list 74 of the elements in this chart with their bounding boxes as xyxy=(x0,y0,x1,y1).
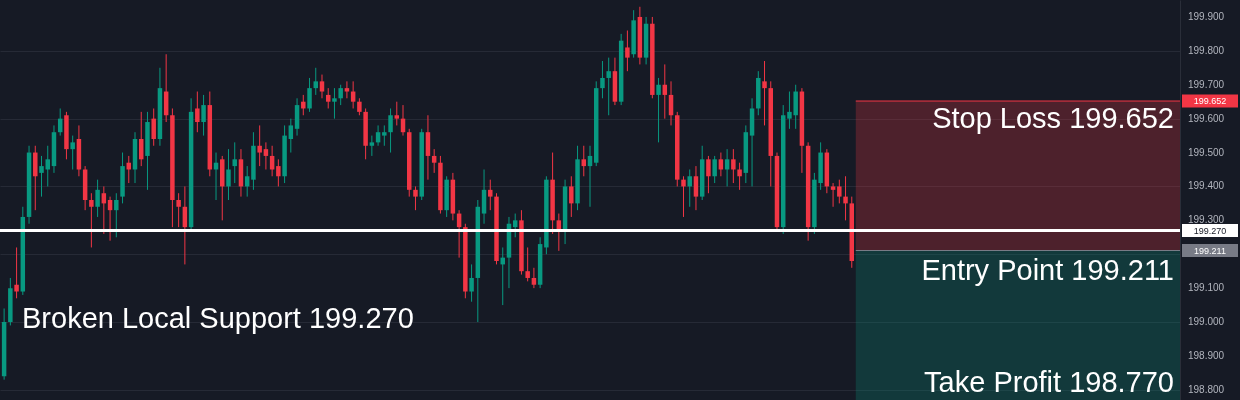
y-tick-label: 199.900 xyxy=(1188,10,1225,22)
candlestick xyxy=(731,148,736,184)
candlestick xyxy=(843,175,848,221)
candlestick xyxy=(762,60,767,126)
candlestick xyxy=(431,148,437,174)
candlestick xyxy=(413,185,418,211)
candlestick xyxy=(687,168,692,208)
candlestick xyxy=(201,94,206,137)
candlestick xyxy=(569,175,574,218)
candlestick xyxy=(382,124,387,147)
candlestick xyxy=(313,67,318,96)
candlestick xyxy=(232,141,237,184)
candlestick xyxy=(830,182,836,208)
candlestick xyxy=(195,91,200,133)
candlestick xyxy=(394,101,400,126)
candlestick xyxy=(525,246,530,282)
candlestick xyxy=(481,168,487,225)
candlestick xyxy=(693,165,699,211)
y-tick-label: 199.500 xyxy=(1188,146,1225,158)
candlestick xyxy=(294,97,300,137)
candlestick xyxy=(276,158,281,187)
candlestick xyxy=(712,155,717,184)
candlestick xyxy=(388,107,393,154)
y-tick-label: 198.900 xyxy=(1188,349,1225,361)
candlestick xyxy=(14,246,19,299)
candlestick xyxy=(176,192,181,228)
band-label: Take Profit 198.770 xyxy=(924,366,1174,398)
candlestick xyxy=(531,267,537,289)
candlestick xyxy=(681,175,686,218)
candlestick xyxy=(319,74,325,99)
y-tick-label: 199.800 xyxy=(1188,44,1225,56)
candlestick xyxy=(344,80,350,99)
candlestick xyxy=(70,135,75,170)
y-tick-label: 198.800 xyxy=(1188,383,1225,395)
candlestick xyxy=(33,145,38,211)
candlestick xyxy=(706,155,711,194)
candlestick xyxy=(325,87,331,109)
candlestick xyxy=(332,87,337,120)
candlestick xyxy=(89,192,94,248)
candlestick xyxy=(837,179,842,204)
annotation: Broken Local Support 199.270 xyxy=(22,301,414,334)
candlestick xyxy=(307,77,312,113)
y-tick-label: 199.600 xyxy=(1188,112,1225,124)
ref-line-label: 199.652 xyxy=(1193,96,1227,107)
y-tick-label: 199.000 xyxy=(1188,316,1225,328)
candlestick xyxy=(656,77,661,143)
candlestick xyxy=(488,179,493,211)
y-tick-label: 199.400 xyxy=(1188,180,1225,192)
candlestick xyxy=(226,148,231,201)
candlestick xyxy=(600,60,605,99)
candlestick xyxy=(581,145,587,177)
y-tick-label: 199.700 xyxy=(1188,78,1225,90)
candlestick xyxy=(257,124,262,167)
band-label: Stop Loss 199.652 xyxy=(932,102,1174,135)
candlestick xyxy=(425,114,431,181)
annotation: Entry Point 199.211 xyxy=(921,253,1174,286)
candlestick xyxy=(151,107,156,147)
candlestick xyxy=(606,57,611,116)
candlestick xyxy=(469,263,474,303)
candlestick xyxy=(369,135,375,157)
candlestick xyxy=(512,213,518,238)
candlestick xyxy=(288,118,294,154)
candlestick xyxy=(500,246,505,306)
candlestick xyxy=(301,94,306,116)
candlestick xyxy=(338,84,343,106)
y-tick-label: 199.100 xyxy=(1188,282,1225,294)
ref-line-label: 199.211 xyxy=(1194,245,1226,256)
candlestick xyxy=(114,192,119,238)
candlestick xyxy=(737,162,742,191)
ref-line-label: 199.270 xyxy=(1193,225,1227,236)
candlestick xyxy=(95,179,100,218)
y-tick-label: 199.300 xyxy=(1188,214,1225,226)
candlestick xyxy=(625,30,630,72)
candlestick xyxy=(263,141,269,170)
